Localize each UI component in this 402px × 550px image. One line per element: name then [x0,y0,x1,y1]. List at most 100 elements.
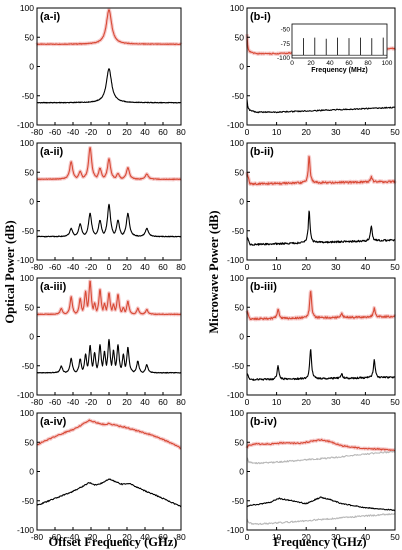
x-tick-label: 0 [245,532,250,542]
x-tick-label: 40 [140,532,150,542]
panel-b-ii: 0 10 20 30 40 50 -100 -50 0 50 100 (b-ii) [227,138,400,272]
inset-y-tick-label: -50 [281,27,291,34]
x-tick-label: 50 [390,127,400,137]
x-tick-label: -40 [67,262,80,272]
x-tick-label: 80 [176,262,186,272]
x-tick-label: 10 [272,127,282,137]
x-tick-label: 50 [390,397,400,407]
panel-b-iii: 0 10 20 30 40 50 -100 -50 0 50 100 (b-iii) [227,273,400,407]
x-tick-label: 0 [107,262,112,272]
x-tick-label: 0 [107,532,112,542]
inset-frame [291,23,388,59]
x-tick-label: -60 [49,127,62,137]
x-tick-label: 40 [140,127,150,137]
panel-a-ii: -80 -60 -40 -20 0 20 40 60 80 -100 -50 0 50 100 (a-ii) [17,138,186,272]
y-tick-label: 100 [20,408,34,418]
plot-frame-b-iii [246,277,396,396]
y-tick-label: 100 [20,3,34,13]
series-line-b-iv-3 [246,512,396,526]
y-tick-label: 0 [239,467,244,477]
series-line-b-ii-1 [246,210,396,246]
series-line-b-i-1 [246,98,396,114]
x-tick-label: -80 [31,127,44,137]
x-tick-label: 20 [122,262,132,272]
y-tick-label: -100 [17,390,34,400]
series-line-b-iv-1 [246,450,396,465]
x-tick-label: -80 [31,532,44,542]
y-tick-label: 0 [239,197,244,207]
y-tick-label: 50 [235,437,245,447]
panel-b-iv: 0 10 20 30 40 50 -100 -50 0 50 100 (b-iv) [227,408,400,542]
x-tick-label: 0 [245,262,250,272]
panel-label: (a-i) [40,11,61,23]
x-tick-label: 30 [331,127,341,137]
series-line-b-iv-0 [246,438,396,452]
inset-x-tick-label: 80 [364,60,372,67]
x-tick-label: 60 [158,127,168,137]
x-tick-label: 40 [361,397,371,407]
series-line-a-i-0 [36,9,182,46]
x-tick-label: 30 [331,532,341,542]
x-tick-label: -40 [67,127,80,137]
y-tick-label: 0 [29,467,34,477]
panel-label: (a-iv) [40,416,67,428]
inset-x-tick-label: 0 [290,60,294,67]
y-tick-label: 100 [20,273,34,283]
x-tick-label: -40 [67,397,80,407]
inset: 0 20 40 60 80 100 -100 -75 -50 Frequency (MHz) [277,23,393,74]
y-tick-label: -100 [227,255,244,265]
right-y-axis-label: Microwave Power (dB) [207,210,221,333]
x-tick-label: 20 [301,127,311,137]
x-tick-label: 60 [158,262,168,272]
y-tick-label: 0 [29,62,34,72]
left-y-axis-label: Optical Power (dB) [3,220,17,323]
x-tick-label: -60 [49,262,62,272]
plot-frame-a-iv [36,412,182,531]
x-tick-label: -40 [67,532,80,542]
panel-label: (b-iii) [250,281,277,293]
x-tick-label: 40 [361,262,371,272]
series-line-a-ii-1 [36,203,182,238]
panel-b-i: 0 10 20 30 40 50 -100 -50 0 50 100 (b-i) 0 20 40 60 80 10… [227,3,400,137]
series-line-b-ii-0 [246,155,396,186]
series-line-b-iv-2 [246,496,396,512]
y-tick-label: 50 [25,32,35,42]
x-tick-label: -60 [49,397,62,407]
series-line-b-iii-1 [246,349,396,381]
y-tick-label: 0 [239,62,244,72]
x-tick-label: 20 [301,397,311,407]
y-tick-label: 100 [20,138,34,148]
panel-label: (b-iv) [250,416,277,428]
y-tick-label: 50 [235,167,245,177]
inset-x-tick-label: 100 [382,60,393,67]
right-x-axis-label: Frequency (GHz) [273,535,366,549]
x-tick-label: 40 [140,397,150,407]
y-tick-label: 50 [235,32,245,42]
series-line-b-iii-0 [246,290,396,321]
y-tick-label: -50 [22,496,35,506]
y-tick-label: -50 [22,361,35,371]
x-tick-label: -20 [85,532,98,542]
y-tick-label: -100 [17,525,34,535]
x-tick-label: 30 [331,397,341,407]
inset-x-tick-label: 20 [307,60,315,67]
y-tick-label: 100 [230,3,244,13]
x-tick-label: -80 [31,262,44,272]
panel-a-iv: -80 -60 -40 -20 0 20 40 60 80 -100 -50 0 50 100 (a-iv) [17,408,186,542]
series-line-a-iv-0 [36,419,182,450]
plot-frame-a-i [36,7,182,126]
x-tick-label: -20 [85,397,98,407]
y-tick-label: 0 [29,197,34,207]
inset-x-tick-label: 60 [345,60,353,67]
panel-a-iii: -80 -60 -40 -20 0 20 40 60 80 -100 -50 0 50 100 (a-iii… [17,273,186,407]
y-tick-label: 50 [235,302,245,312]
inset-y-tick-label: -100 [277,55,290,62]
x-tick-label: 80 [176,397,186,407]
series-line-a-iii-0 [36,280,182,316]
inset-x-axis-label: Frequency (MHz) [311,67,367,74]
y-tick-label: 100 [230,408,244,418]
x-tick-label: 0 [245,397,250,407]
series-shade-b-ii [245,154,397,187]
x-tick-label: 60 [158,532,168,542]
